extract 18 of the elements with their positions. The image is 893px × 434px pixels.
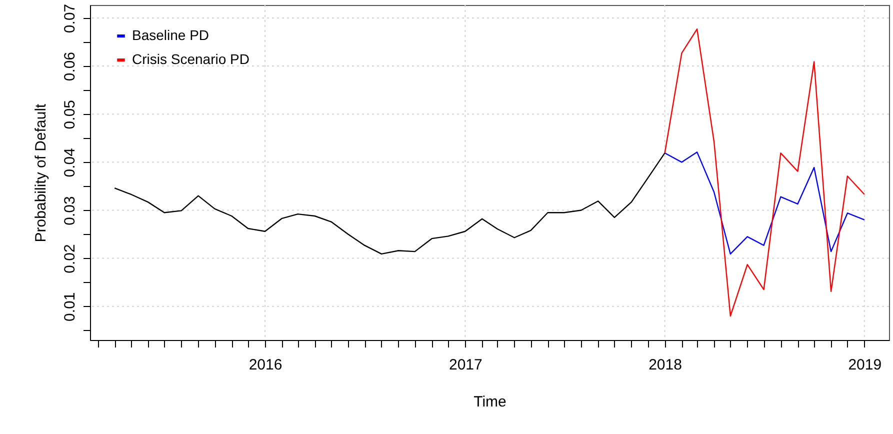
y-tick-label: 0.07 xyxy=(62,4,78,34)
x-tick-label: 2017 xyxy=(448,356,482,374)
y-tick-label: 0.03 xyxy=(62,196,78,226)
y-tick-label: 0.05 xyxy=(62,100,78,130)
y-tick-label: 0.06 xyxy=(62,52,78,82)
y-tick-label: 0.02 xyxy=(62,244,78,274)
y-tick-label: 0.04 xyxy=(62,148,78,178)
x-tick-label: 2019 xyxy=(848,356,882,374)
legend-label: Crisis Scenario PD xyxy=(132,51,250,67)
y-axis-title: Probability of Default xyxy=(32,102,50,242)
y-tick-label: 0.01 xyxy=(62,292,78,322)
x-axis-title: Time xyxy=(474,394,506,410)
line-series xyxy=(664,28,865,317)
x-tick-label: 2018 xyxy=(648,356,682,374)
legend-label: Baseline PD xyxy=(132,27,210,43)
x-tick-label: 2016 xyxy=(248,356,282,374)
line-series xyxy=(114,152,666,255)
line-series xyxy=(664,151,865,255)
